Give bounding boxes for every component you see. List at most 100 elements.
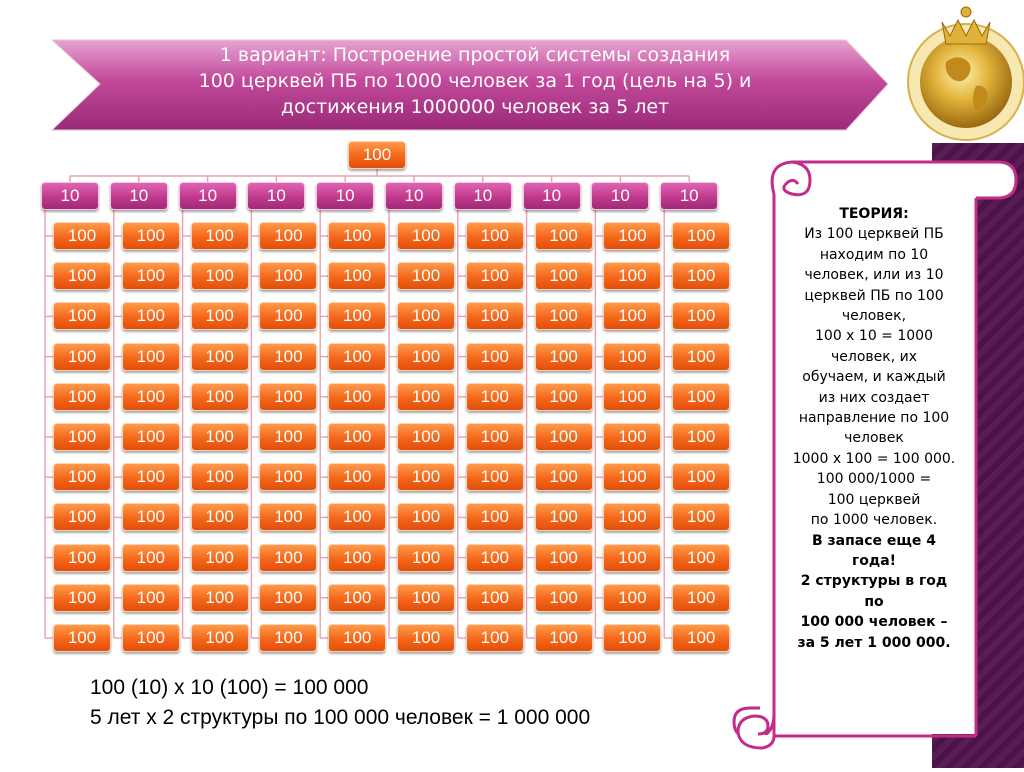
level1-node: 10: [109, 182, 168, 210]
leaf-node: 100: [672, 583, 731, 612]
leaf-node: 100: [534, 382, 593, 411]
gold-globe-crown-icon: [907, 6, 1024, 141]
leaf-node: 100: [259, 423, 318, 451]
leaf-node: 100: [53, 503, 111, 532]
leaf-node: 100: [603, 262, 662, 291]
leaf-node: 100: [53, 222, 111, 250]
leaf-node: 100: [328, 302, 387, 331]
theory-line: Из 100 церквей ПБ: [804, 226, 944, 243]
theory-line: по 1000 человек.: [810, 512, 938, 529]
leaf-node: 100: [465, 624, 524, 652]
leaf-node: 100: [53, 342, 111, 371]
leaf-node: 100: [603, 463, 662, 492]
leaf-node: 100: [53, 624, 111, 652]
level1-node: 10: [316, 182, 375, 210]
theory-line: 100 000 человек –: [800, 614, 948, 631]
leaf-node: 100: [672, 342, 731, 371]
leaf-node: 100: [672, 302, 731, 331]
theory-line: года!: [851, 552, 897, 569]
leaf-node: 100: [259, 463, 318, 492]
leaf-node: 100: [465, 342, 524, 371]
leaf-node: 100: [328, 382, 387, 411]
level1-node: 10: [385, 182, 443, 210]
leaf-node: 100: [465, 262, 524, 291]
title-line-2: 100 церквей ПБ по 1000 человек за 1 год …: [198, 70, 752, 92]
leaf-node: 100: [53, 262, 111, 291]
leaf-node: 100: [190, 423, 249, 451]
leaf-node: 100: [465, 423, 524, 451]
leaf-node: 100: [397, 583, 455, 612]
leaf-node: 100: [397, 543, 455, 572]
leaf-node: 100: [121, 503, 180, 532]
leaf-node: 100: [121, 463, 180, 492]
title-line-1: 1 вариант: Построение простой системы со…: [219, 44, 731, 66]
leaf-node: 100: [328, 342, 387, 371]
leaf-node: 100: [534, 543, 593, 572]
theory-line: обучаем, и каждый: [802, 369, 946, 386]
leaf-node: 100: [534, 503, 593, 532]
leaf-node: 100: [603, 302, 662, 331]
leaf-node: 100: [190, 543, 249, 572]
theory-line: 100 х 10 = 1000: [815, 328, 933, 345]
leaf-node: 100: [672, 262, 731, 291]
leaf-node: 100: [672, 222, 731, 250]
logo: [898, 0, 1024, 150]
leaf-node: 100: [328, 222, 387, 250]
leaf-node: 100: [190, 222, 249, 250]
leaf-node: 100: [328, 423, 387, 451]
leaf-node: 100: [53, 543, 111, 572]
leaf-node: 100: [121, 543, 180, 572]
leaf-node: 100: [397, 423, 455, 451]
theory-line: человек, их: [830, 348, 917, 365]
leaf-node: 100: [534, 222, 593, 250]
leaf-node: 100: [465, 543, 524, 572]
level1-node: 10: [522, 182, 581, 210]
leaf-node: 100: [53, 583, 111, 612]
leaf-node: 100: [328, 503, 387, 532]
level1-node: 10: [660, 182, 719, 210]
leaf-node: 100: [534, 624, 593, 652]
leaf-node: 100: [672, 624, 731, 652]
root-node: 100: [348, 141, 406, 169]
leaf-node: 100: [121, 423, 180, 451]
leaf-node: 100: [603, 342, 662, 371]
leaf-node: 100: [53, 382, 111, 411]
leaf-node: 100: [259, 583, 318, 612]
leaf-node: 100: [465, 382, 524, 411]
leaf-node: 100: [465, 302, 524, 331]
leaf-node: 100: [190, 503, 249, 532]
leaf-node: 100: [259, 222, 318, 250]
theory-line: 100 000/1000 =: [816, 471, 932, 488]
leaf-node: 100: [328, 624, 387, 652]
leaf-node: 100: [672, 463, 731, 492]
leaf-node: 100: [672, 423, 731, 451]
leaf-node: 100: [190, 583, 249, 612]
leaf-node: 100: [121, 302, 180, 331]
leaf-node: 100: [121, 624, 180, 652]
theory-line: человек,: [841, 308, 907, 325]
leaf-node: 100: [121, 262, 180, 291]
leaf-node: 100: [465, 222, 524, 250]
leaf-node: 100: [465, 583, 524, 612]
theory-line: церквей ПБ по 100: [804, 287, 944, 304]
leaf-node: 100: [328, 463, 387, 492]
leaf-node: 100: [53, 463, 111, 492]
leaf-node: 100: [259, 262, 318, 291]
leaf-node: 100: [465, 503, 524, 532]
level1-node: 10: [591, 182, 650, 210]
leaf-node: 100: [397, 302, 455, 331]
theory-line: 1000 х 100 = 100 000.: [792, 450, 956, 467]
leaf-node: 100: [121, 222, 180, 250]
leaf-node: 100: [672, 382, 731, 411]
leaf-node: 100: [53, 302, 111, 331]
leaf-node: 100: [121, 382, 180, 411]
leaf-node: 100: [603, 503, 662, 532]
leaf-node: 100: [190, 262, 249, 291]
leaf-node: 100: [121, 342, 180, 371]
leaf-node: 100: [397, 624, 455, 652]
leaf-node: 100: [603, 543, 662, 572]
level1-node: 10: [453, 182, 512, 210]
formula-line-2: 5 лет х 2 структуры по 100 000 человек =…: [90, 706, 591, 729]
theory-line: из них создает: [818, 389, 930, 406]
level1-node: 10: [247, 182, 306, 210]
